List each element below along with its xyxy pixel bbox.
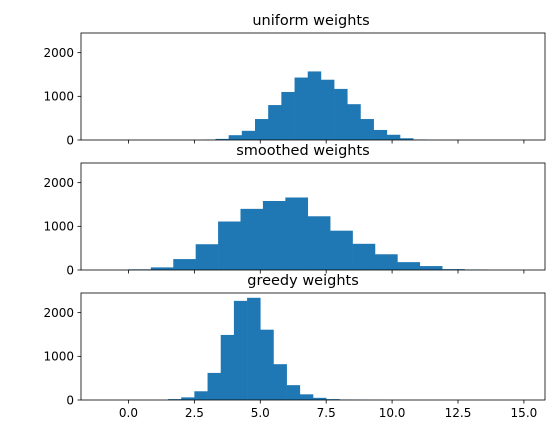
histogram-bar	[286, 385, 301, 400]
histogram-bar	[334, 88, 348, 140]
histogram-bar	[326, 399, 340, 400]
y-tick-label: 1000	[43, 90, 74, 104]
histogram-bar	[181, 397, 195, 400]
histogram-bar	[347, 104, 361, 140]
y-tick-label: 2000	[43, 176, 74, 190]
axes-frame	[80, 32, 546, 141]
y-tick-label: 2000	[43, 46, 74, 60]
histogram-bar	[360, 119, 374, 140]
histogram-bar	[228, 135, 243, 140]
subplot-title: greedy weights	[247, 273, 359, 289]
x-tick-label: 10.0	[379, 406, 406, 420]
subplot-title: uniform weights	[252, 13, 369, 29]
histogram-bar	[294, 77, 309, 140]
histogram-bar	[168, 399, 182, 400]
histogram-bar	[313, 397, 327, 400]
histogram-bar	[150, 267, 174, 270]
histogram-bar	[374, 254, 398, 270]
histogram-bar	[241, 130, 256, 140]
x-tick-label: 5.0	[251, 406, 270, 420]
histogram-bar	[255, 119, 269, 140]
histogram-bar	[247, 297, 261, 400]
histogram-bar	[173, 259, 196, 270]
histogram-bar	[195, 244, 219, 270]
histogram-bar	[442, 269, 465, 270]
x-tick-label: 12.5	[445, 406, 472, 420]
y-tick-label: 0	[66, 133, 74, 147]
histogram-bar	[260, 329, 274, 400]
histogram-bar	[194, 391, 208, 400]
histogram-bar	[307, 216, 331, 270]
axes-frame	[80, 162, 546, 271]
x-tick-label: 2.5	[185, 406, 204, 420]
histogram-bar	[268, 105, 282, 140]
subplot-smoothed: 0 1000 2000 smoothed weights	[43, 143, 546, 277]
histogram-bar	[207, 372, 222, 400]
x-tick-label: 0.0	[119, 406, 138, 420]
histogram-bar	[307, 71, 322, 140]
histogram-bar	[397, 262, 421, 270]
histogram-bar	[215, 138, 229, 140]
histogram-bar	[352, 243, 376, 270]
subplot-title: smoothed weights	[236, 143, 369, 159]
subplot-uniform: 0 1000 2000 uniform weights	[43, 13, 546, 147]
y-tick-label: 1000	[43, 220, 74, 234]
histogram-bar	[320, 79, 335, 140]
histogram-bar	[240, 208, 264, 270]
subplot-greedy: 0 1000 2000 0.0 2.5 5.0 7.5 10.0 12.5 15.0 greedy …	[43, 273, 546, 420]
histogram-bar	[233, 300, 248, 400]
y-tick-label: 0	[66, 263, 74, 277]
x-tick-label: 15.0	[511, 406, 538, 420]
histogram-bar	[299, 394, 314, 400]
histogram-bar	[262, 201, 286, 270]
histogram-bar	[419, 266, 443, 270]
histogram-bar	[330, 230, 353, 270]
histogram-bar	[273, 364, 287, 400]
histogram-bar	[386, 134, 401, 140]
x-tick-label: 7.5	[317, 406, 336, 420]
axes-frame	[80, 292, 546, 401]
histogram-bar	[373, 129, 388, 140]
y-tick-label: 2000	[43, 306, 74, 320]
histogram-bar	[400, 138, 414, 140]
y-tick-label: 1000	[43, 350, 74, 364]
histogram-bar	[281, 91, 295, 140]
histogram-bar	[220, 334, 235, 400]
y-tick-label: 0	[66, 393, 74, 407]
histogram-bar	[285, 197, 309, 270]
histogram-bar	[218, 221, 241, 270]
